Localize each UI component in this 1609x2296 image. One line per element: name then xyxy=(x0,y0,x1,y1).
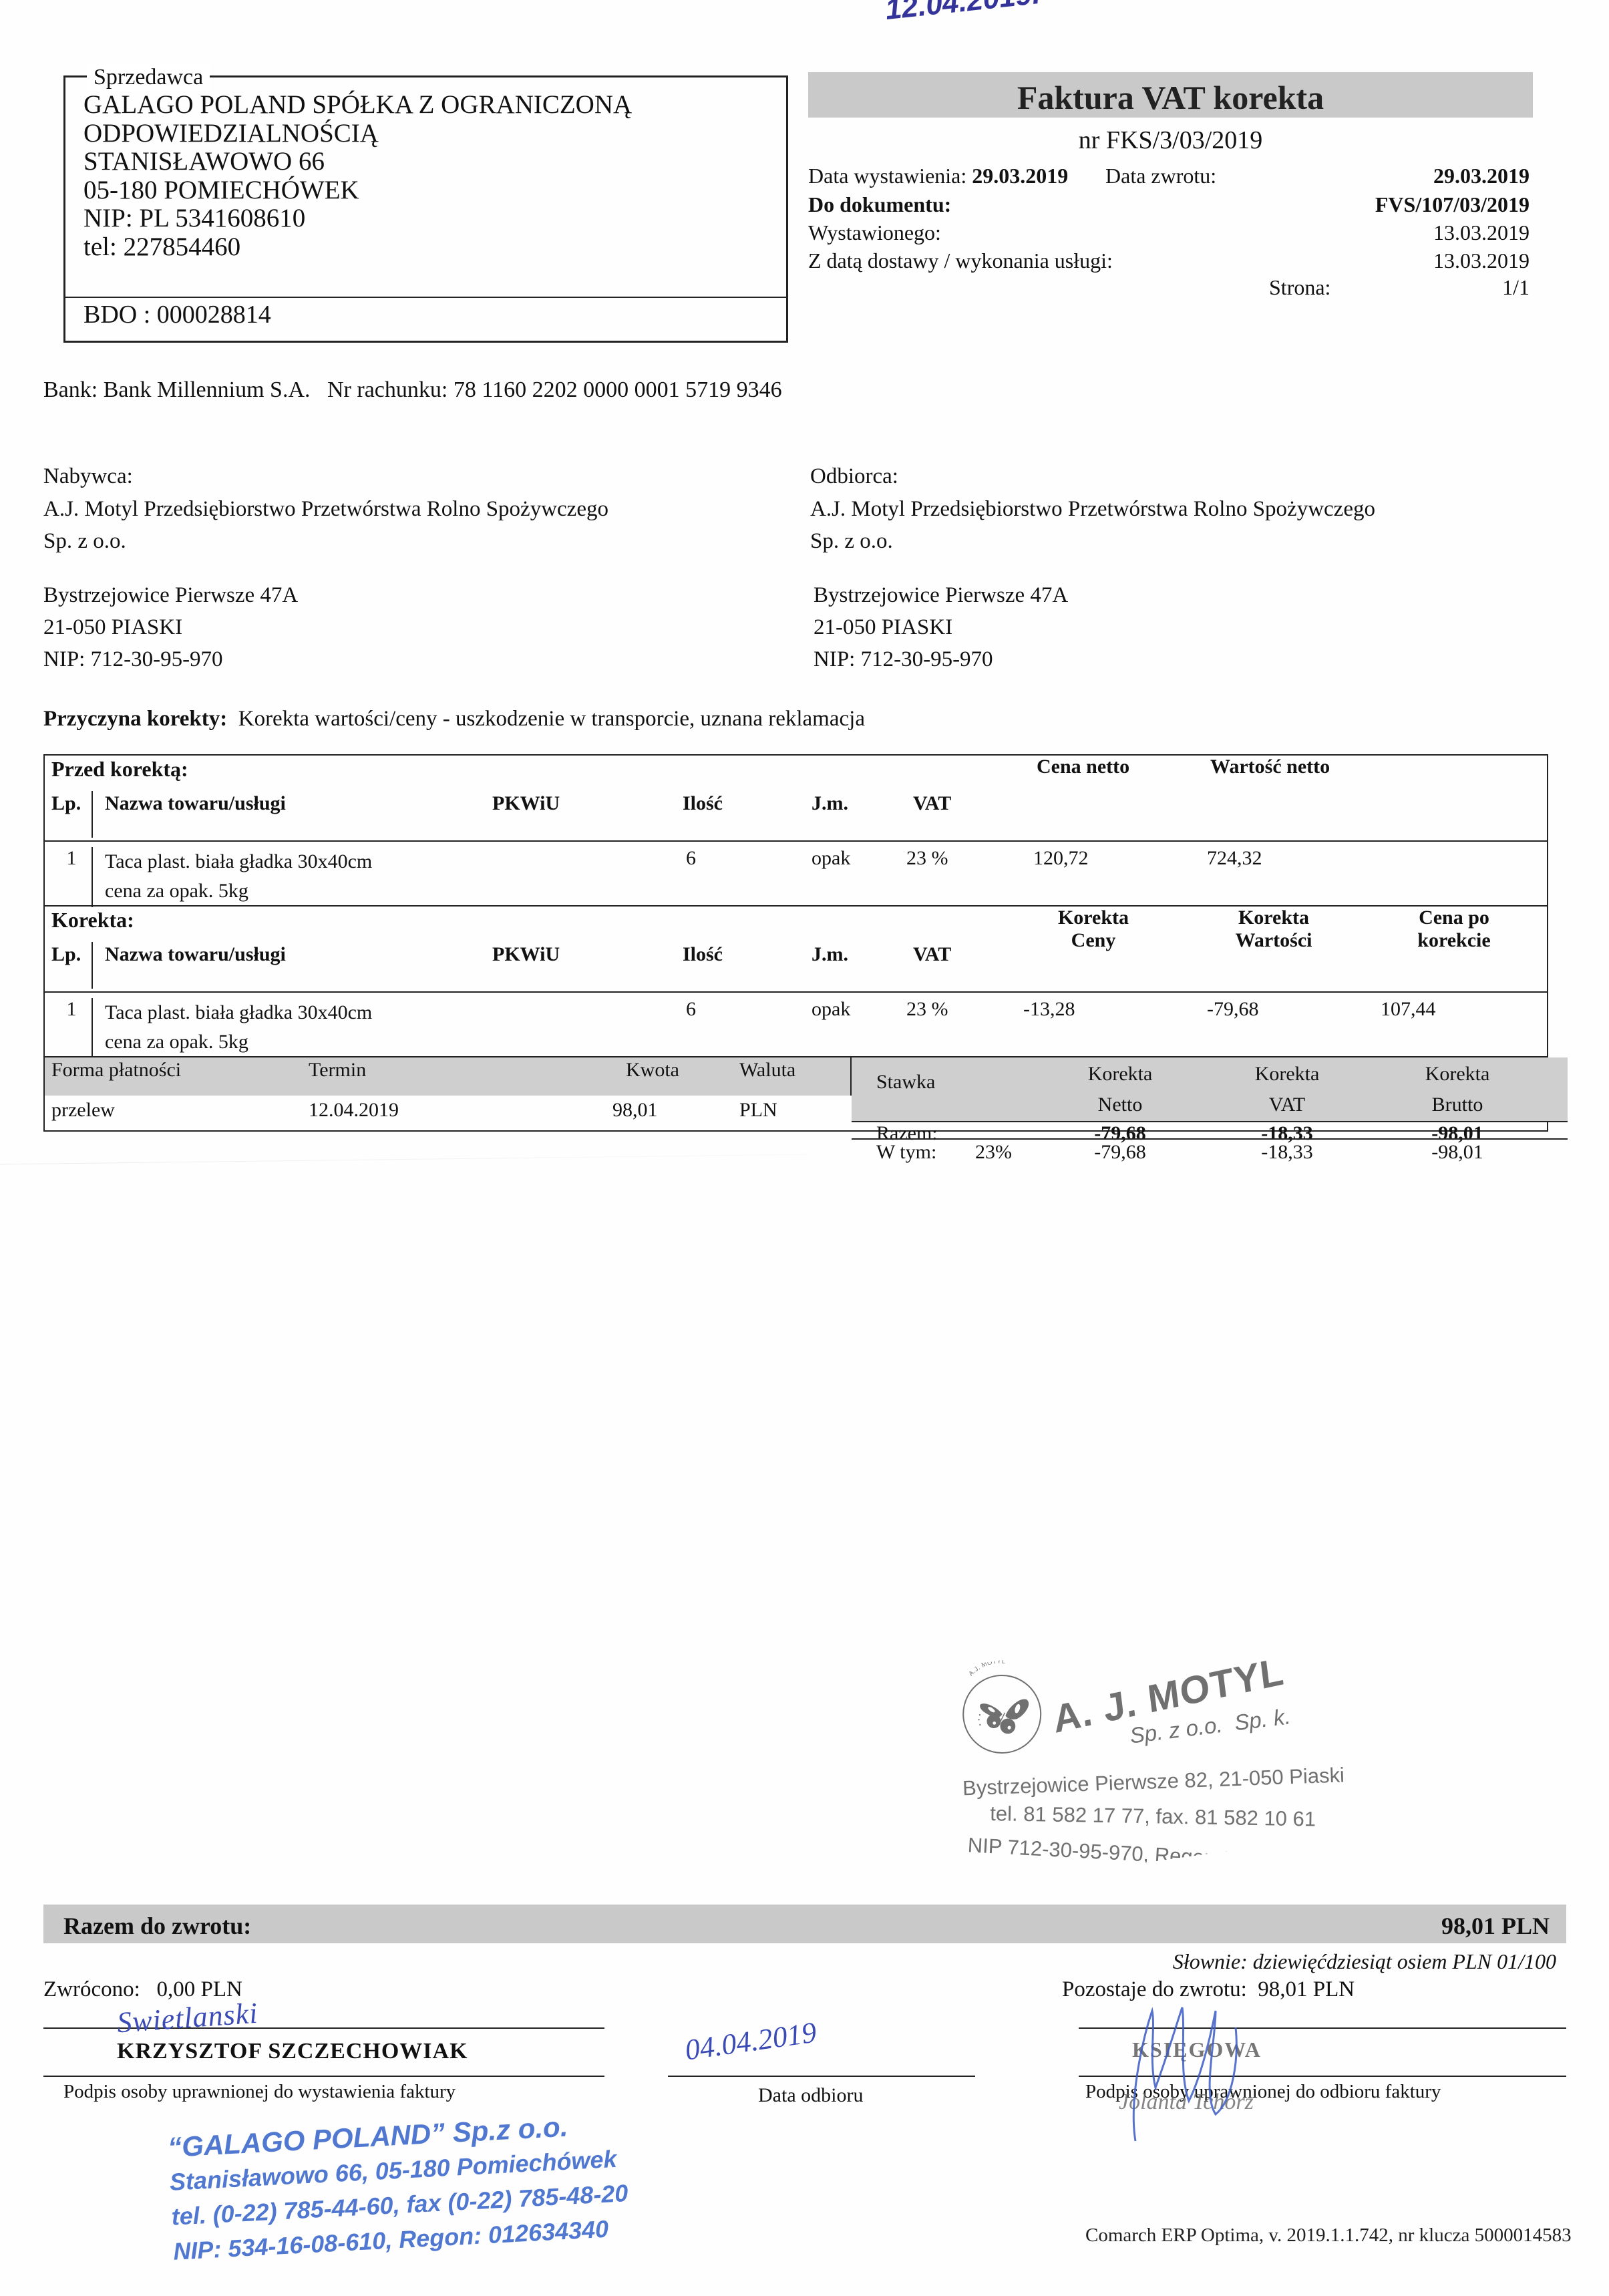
svg-text:NIP 712-30-95-970, Regon 06030: NIP 712-30-95-970, Regon 060304325 xyxy=(967,1833,1326,1875)
svg-text:tel. 81 582 17 77, fax. 81 582: tel. 81 582 17 77, fax. 81 582 10 61 xyxy=(990,1802,1316,1831)
svg-text:Bystrzejowice Pierwsze 82, 21-: Bystrzejowice Pierwsze 82, 21-050 Piaski xyxy=(962,1763,1345,1800)
